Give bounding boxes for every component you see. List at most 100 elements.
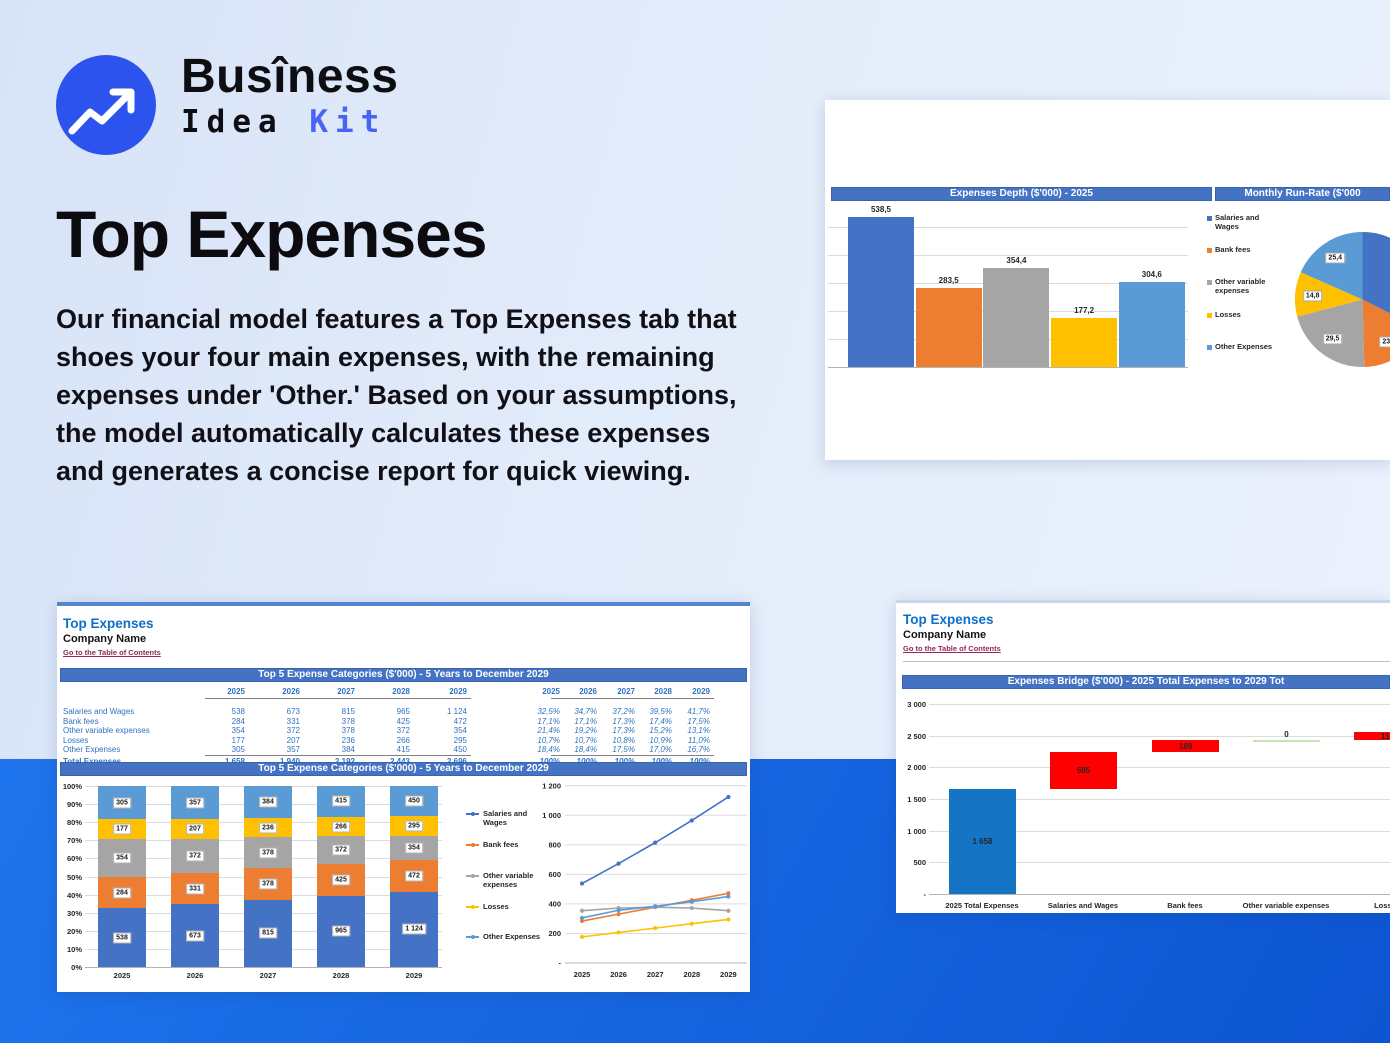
- table-cell: 354: [231, 726, 245, 735]
- legend-swatch: [1207, 313, 1212, 318]
- gridline: [929, 735, 1390, 737]
- table-header-bar: Top 5 Expense Categories ($'000) - 5 Yea…: [60, 668, 747, 682]
- svg-text:-: -: [559, 959, 562, 968]
- sheet-title: Top Expenses: [903, 612, 994, 627]
- table-rule: [551, 754, 714, 756]
- table-cell: 19,2%: [574, 726, 597, 735]
- table-cell: 16,7%: [687, 745, 710, 754]
- table-cell: 538: [231, 707, 245, 716]
- table-of-contents-link[interactable]: Go to the Table of Contents: [63, 648, 161, 657]
- y-tick-label: 80%: [66, 818, 82, 828]
- table-cell: 2025: [542, 687, 560, 696]
- depth-chart-legend: Salaries and Wages Bank fees Other variabl…: [825, 100, 1390, 460]
- pie-slice-label: 29,5: [1322, 333, 1343, 345]
- row-label: Other variable expenses: [63, 726, 150, 735]
- x-tick-label: 2025: [113, 971, 131, 980]
- gridline: [828, 227, 1188, 228]
- table-cell: 266: [396, 735, 410, 745]
- y-tick-label: 90%: [66, 800, 82, 810]
- table-cell: 2029: [692, 687, 710, 696]
- x-tick-label: 2025 Total Expenses: [945, 901, 1019, 910]
- segment-label: 305: [113, 797, 131, 809]
- pie-slice-Other variable expenses: [1297, 299, 1365, 367]
- brand-logo: [56, 55, 156, 155]
- table-cell: 295: [453, 735, 467, 745]
- segment-label: 372: [332, 844, 350, 856]
- trend-arrow-icon: [68, 88, 135, 135]
- y-tick-label: 3 000: [907, 699, 926, 709]
- table-rule: [551, 698, 714, 699]
- pie-slice-Bank fees: [1362, 299, 1390, 367]
- x-tick-label: Other variable expenses: [1242, 901, 1330, 910]
- table-cell: 450: [453, 745, 467, 754]
- bar-value-label: 354,4: [1006, 256, 1027, 266]
- table-cell: 425: [396, 716, 410, 726]
- table-of-contents-link[interactable]: Go to the Table of Contents: [903, 644, 1001, 653]
- expense-table: 2025 2026 2027 2028 2029 2025 2026 2027 2028 2029…: [57, 602, 750, 992]
- table-cell: 10,7%: [537, 735, 560, 745]
- table-cell: 17,5%: [612, 745, 635, 754]
- waterfall-bar-label: 189: [1178, 741, 1193, 751]
- svg-text:2026: 2026: [610, 970, 627, 979]
- segment-label: 354: [405, 842, 423, 854]
- bar-Bank fees: [915, 288, 982, 367]
- svg-text:200: 200: [548, 929, 561, 938]
- bar-value-label: 283,5: [938, 276, 959, 286]
- y-tick-label: 30%: [66, 908, 82, 918]
- segment-label: 450: [405, 795, 423, 807]
- segment-label: 372: [186, 850, 204, 862]
- legend-label: Other Expenses: [1215, 342, 1273, 351]
- waterfall-bar-label: 118: [1381, 732, 1390, 742]
- waterfall-bar-label: 0: [1284, 729, 1289, 739]
- table-cell: 100%: [508, 757, 560, 766]
- table-cell: 331: [286, 716, 300, 726]
- y-tick-label: 0%: [71, 963, 82, 972]
- legend-swatch: [1207, 248, 1212, 253]
- table-cell: 284: [231, 716, 245, 726]
- table-cell: 100%: [620, 757, 672, 766]
- y-tick-label: 2 000: [907, 763, 926, 773]
- row-label: Salaries and Wages: [63, 707, 135, 716]
- bridge-header-bar: Expenses Bridge ($'000) - 2025 Total Exp…: [902, 675, 1390, 689]
- table-cell: 17,3%: [612, 726, 635, 735]
- segment-label: 378: [259, 878, 277, 890]
- brand-line2: Idea Kit: [181, 104, 398, 140]
- table-cell: 2 192: [303, 757, 355, 766]
- table-cell: 39,5%: [649, 707, 672, 716]
- gridline: [828, 367, 1188, 368]
- divider: [903, 661, 1390, 662]
- table-cell: 354: [453, 726, 467, 735]
- table-cell: 815: [341, 707, 355, 716]
- table-cell: 100%: [583, 757, 635, 766]
- x-tick-label: 2028: [332, 971, 350, 980]
- y-tick-label: 70%: [66, 836, 82, 846]
- y-tick-label: 1 500: [907, 794, 926, 804]
- waterfall-bar-label: 585: [1076, 766, 1091, 776]
- brand-line2-accent: Kit: [309, 104, 387, 141]
- segment-label: 354: [113, 852, 131, 864]
- waterfall-bar-2025 Total Expenses: [949, 788, 1016, 894]
- table-cell: 15,2%: [649, 726, 672, 735]
- x-tick-label: 2029: [405, 971, 423, 980]
- sheet-top-strip: [57, 602, 750, 606]
- table-cell: 10,7%: [574, 735, 597, 745]
- page-title: Top Expenses: [56, 197, 488, 271]
- segment-label: 331: [186, 883, 204, 895]
- y-tick-label: -: [923, 890, 927, 899]
- table-cell: 2027: [337, 687, 355, 696]
- pie-slice-Losses: [1295, 272, 1363, 317]
- gridline: [828, 255, 1188, 256]
- segment-label: 538: [113, 932, 131, 944]
- legend-label: Losses: [1215, 310, 1241, 319]
- table-cell: 372: [286, 726, 300, 735]
- y-tick-label: 100%: [62, 782, 82, 791]
- sheet-title: Top Expenses: [63, 616, 154, 631]
- brand-line1: Busîness: [181, 50, 399, 103]
- pie-slice-Other Expenses: [1300, 232, 1363, 300]
- y-tick-label: 60%: [66, 854, 82, 864]
- legend-label: Losses: [483, 902, 509, 911]
- table-cell: 415: [396, 745, 410, 754]
- series-legend: Salaries and Wages Bank fees Other variabl…: [57, 602, 750, 992]
- table-cell: 378: [341, 726, 355, 735]
- svg-text:1 200: 1 200: [542, 782, 561, 790]
